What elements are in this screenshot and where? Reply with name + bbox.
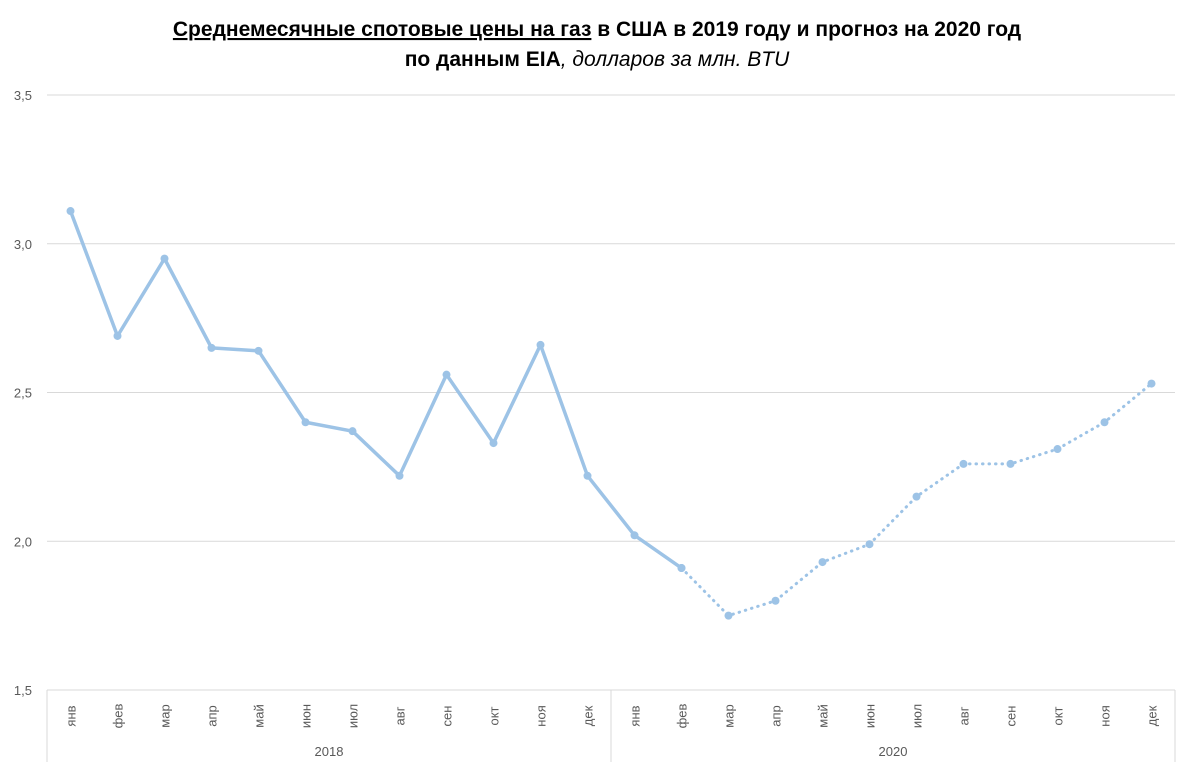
chart-subtitle: по данным EIA, долларов за млн. BTU xyxy=(405,48,790,71)
series-line xyxy=(68,209,684,570)
data-point xyxy=(1006,459,1015,468)
x-tick-label: окт xyxy=(1051,706,1066,725)
x-tick-label: дек xyxy=(581,705,596,726)
title-underlined: Среднемесячные спотовые цены на газ xyxy=(173,18,592,41)
subtitle-italic: , долларов за млн. BTU xyxy=(561,48,790,71)
data-point xyxy=(865,540,874,549)
x-tick-label: ноя xyxy=(1098,705,1113,726)
chart-title: Среднемесячные спотовые цены на газ в СШ… xyxy=(173,18,1021,41)
data-point xyxy=(395,471,404,480)
data-point xyxy=(536,340,545,349)
y-tick-label: 3,0 xyxy=(14,237,32,252)
data-point xyxy=(630,531,639,540)
data-point xyxy=(442,370,451,379)
group-label: 2020 xyxy=(879,744,908,759)
data-point xyxy=(1147,379,1156,388)
data-point xyxy=(818,558,827,567)
x-tick-label: май xyxy=(816,704,831,727)
x-tick-label: июн xyxy=(863,704,878,728)
data-point xyxy=(113,331,122,340)
data-point xyxy=(489,439,498,448)
data-point xyxy=(301,418,310,427)
x-tick-label: апр xyxy=(205,705,220,727)
data-point xyxy=(583,471,592,480)
data-point xyxy=(160,254,169,263)
x-tick-label: янв xyxy=(628,705,643,726)
data-point xyxy=(771,596,780,605)
data-point xyxy=(207,343,216,352)
y-tick-label: 3,5 xyxy=(14,88,32,103)
x-tick-label: июл xyxy=(910,704,925,728)
x-tick-label: июн xyxy=(299,704,314,728)
x-tick-label: авг xyxy=(393,706,408,725)
y-tick-label: 1,5 xyxy=(14,683,32,698)
x-tick-label: сен xyxy=(1004,706,1019,727)
subtitle-bold: по данным EIA xyxy=(405,48,561,71)
data-point xyxy=(724,611,733,620)
y-tick-label: 2,5 xyxy=(14,386,32,401)
group-label: 2018 xyxy=(315,744,344,759)
y-tick-label: 2,0 xyxy=(14,534,32,549)
x-tick-label: мар xyxy=(722,704,737,727)
data-point xyxy=(1100,418,1109,427)
x-tick-label: май xyxy=(252,704,267,727)
data-point xyxy=(348,427,357,436)
x-tick-label: июл xyxy=(346,704,361,728)
x-tick-label: янв xyxy=(64,705,79,726)
data-point xyxy=(959,459,968,468)
data-point xyxy=(912,492,921,501)
x-tick-label: фев xyxy=(675,703,690,728)
x-tick-label: ноя xyxy=(534,705,549,726)
data-point xyxy=(66,207,75,216)
x-tick-label: авг xyxy=(957,706,972,725)
data-point xyxy=(1053,445,1062,454)
x-tick-label: фев xyxy=(111,703,126,728)
x-tick-label: окт xyxy=(487,706,502,725)
x-tick-label: дек xyxy=(1145,705,1160,726)
title-rest: в США в 2019 году и прогноз на 2020 год xyxy=(591,18,1021,41)
data-point xyxy=(254,346,263,355)
x-tick-label: апр xyxy=(769,705,784,727)
data-point xyxy=(677,564,686,573)
x-tick-label: мар xyxy=(158,704,173,727)
x-tick-label: сен xyxy=(440,706,455,727)
